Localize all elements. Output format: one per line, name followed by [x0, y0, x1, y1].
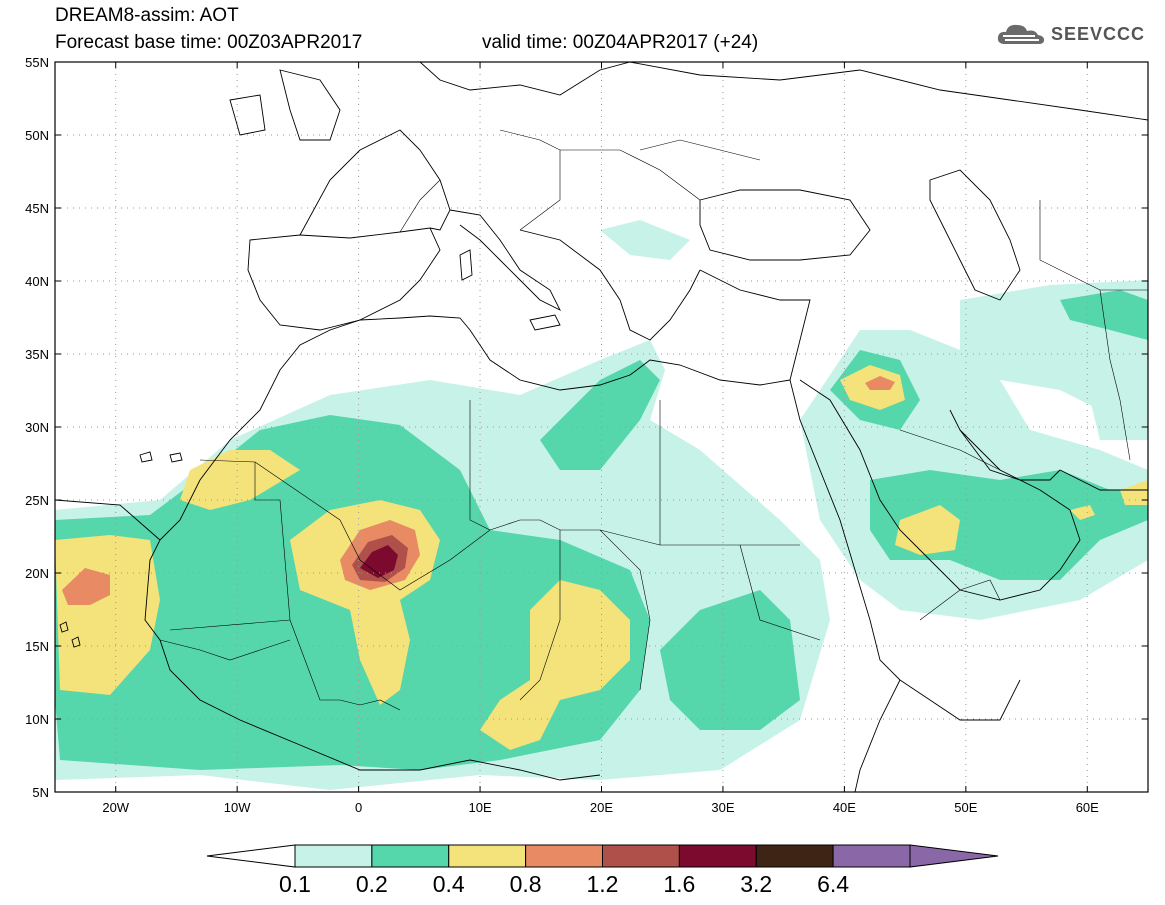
lon-label: 10W: [224, 800, 251, 815]
lat-label: 15N: [25, 639, 49, 654]
forecast-base-time: Forecast base time: 00Z03APR2017: [55, 32, 363, 53]
colorbar-label: 3.2: [740, 871, 772, 897]
graticule: [55, 62, 1148, 792]
colorbar-swatch: [294, 844, 373, 868]
lon-label: 10E: [468, 800, 491, 815]
lat-label: 5N: [32, 785, 49, 800]
lat-label: 25N: [25, 493, 49, 508]
lat-label: 35N: [25, 347, 49, 362]
lat-tick-labels: 5N 10N 15N 20N 25N 30N 35N 40N 45N 50N 55N: [25, 55, 1148, 800]
colorbar-swatch: [371, 844, 450, 868]
colorbar-under-triangle: [206, 844, 296, 868]
aot-band-1.6: [360, 545, 398, 578]
colorbar-label: 0.4: [433, 871, 465, 897]
colorbar-swatch: [448, 844, 527, 868]
colorbar-label: 0.2: [356, 871, 388, 897]
colorbar-swatch: [525, 844, 603, 868]
lon-label: 0: [355, 800, 362, 815]
lat-label: 30N: [25, 420, 49, 435]
lat-label: 40N: [25, 274, 49, 289]
aot-field: [55, 220, 1148, 790]
lon-label: 50E: [954, 800, 977, 815]
coastlines: [55, 62, 1148, 792]
lon-label: 20W: [102, 800, 129, 815]
lat-label: 45N: [25, 201, 49, 216]
lat-label: 50N: [25, 128, 49, 143]
country-borders: [159, 129, 1148, 711]
lon-label: 40E: [833, 800, 856, 815]
lon-label: 20E: [590, 800, 613, 815]
lat-label: 55N: [25, 55, 49, 70]
colorbar-swatch: [678, 844, 757, 868]
colorbar-label: 1.2: [587, 871, 619, 897]
lat-label: 20N: [25, 566, 49, 581]
colorbar-label: 1.6: [663, 871, 695, 897]
valid-time: valid time: 00Z04APR2017 (+24): [482, 32, 759, 53]
cloud-logo-icon: [997, 24, 1045, 44]
logo-text: SEEVCCC: [1050, 23, 1145, 44]
lat-label: 10N: [25, 712, 49, 727]
lon-label: 60E: [1076, 800, 1099, 815]
colorbar-swatch: [602, 844, 680, 868]
colorbar-label: 0.1: [279, 871, 311, 897]
lon-tick-labels: 20W 10W 0 10E 20E 30E 40E 50E 60E: [102, 62, 1099, 815]
lon-label: 30E: [711, 800, 734, 815]
colorbar-swatch: [832, 844, 911, 868]
colorbar: 0.1 0.2 0.4 0.8 1.2 1.6 3.2 6.4: [206, 844, 999, 897]
colorbar-swatch: [755, 844, 834, 868]
seevccc-logo: SEEVCCC: [995, 20, 1145, 48]
map-title: DREAM8-assim: AOT: [55, 5, 239, 26]
colorbar-over-triangle: [909, 844, 999, 868]
colorbar-label: 0.8: [510, 871, 542, 897]
colorbar-label: 6.4: [817, 871, 849, 897]
